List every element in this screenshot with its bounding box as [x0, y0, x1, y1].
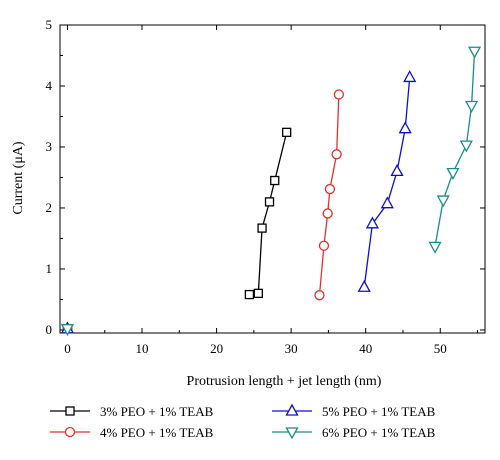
data-point: [264, 197, 275, 207]
y-tick-label: 1: [46, 261, 53, 276]
data-point: [467, 46, 482, 59]
data-point: [333, 89, 345, 100]
data-point: [318, 240, 330, 251]
plot-frame: [59, 24, 486, 334]
legend-label: 5% PEO + 1% TEAB: [322, 404, 436, 419]
y-tick-label: 4: [46, 78, 53, 93]
data-point: [459, 140, 473, 153]
y-tick-label: 2: [46, 200, 53, 215]
legend-item: 5% PEO + 1% TEAB: [272, 403, 436, 419]
data-point: [365, 216, 380, 229]
legend-label: 3% PEO + 1% TEAB: [100, 404, 214, 419]
x-tick-label: 20: [210, 341, 223, 356]
data-point: [464, 100, 479, 113]
series-line: [434, 51, 476, 247]
data-point: [428, 241, 442, 254]
x-tick-label: 0: [64, 341, 71, 356]
x-tick-label: 10: [136, 341, 149, 356]
series-line: [318, 94, 340, 296]
series-3: [60, 70, 417, 334]
y-tick-label: 3: [46, 139, 53, 154]
data-point: [436, 195, 450, 208]
data-point: [331, 149, 342, 160]
data-point: [324, 183, 336, 195]
legend-item: 4% PEO + 1% TEAB: [50, 425, 214, 440]
data-point: [357, 279, 371, 292]
legend-item: 6% PEO + 1% TEAB: [272, 425, 436, 440]
series-line: [363, 77, 411, 288]
data-point: [390, 164, 404, 177]
legend-marker: [285, 403, 299, 416]
data-point: [257, 223, 267, 233]
data-point: [244, 289, 255, 300]
series-1: [62, 127, 292, 334]
data-point: [253, 288, 263, 299]
data-point: [282, 127, 292, 137]
data-point: [270, 175, 280, 186]
series-line: [249, 132, 288, 296]
x-tick-label: 40: [359, 341, 372, 356]
y-tick-label: 5: [46, 17, 53, 32]
data-point: [60, 324, 75, 337]
data-point: [403, 70, 417, 83]
series-2: [62, 89, 345, 334]
y-tick-label: 0: [46, 322, 53, 337]
x-tick-label: 50: [434, 341, 447, 356]
x-axis-title: Protrusion length + jet length (nm): [187, 374, 382, 389]
legend-label: 4% PEO + 1% TEAB: [100, 425, 214, 440]
legend-marker: [65, 406, 75, 416]
plot-area: 0 10 20 30 40 50 0 1 2 3 4 5: [46, 17, 486, 356]
data-point: [446, 167, 460, 180]
series-4: [60, 46, 482, 337]
legend-marker: [285, 427, 299, 440]
data-point: [380, 196, 394, 209]
x-tick-label: 30: [285, 341, 298, 356]
data-point: [322, 208, 333, 219]
data-point: [398, 121, 412, 134]
legend-marker: [64, 426, 76, 438]
y-axis-title: Current (μA): [11, 141, 26, 215]
legend: 3% PEO + 1% TEAB 4% PEO + 1% TEAB 5% PEO +…: [50, 403, 436, 440]
legend-item: 3% PEO + 1% TEAB: [50, 404, 214, 419]
legend-label: 6% PEO + 1% TEAB: [322, 425, 436, 440]
data-point: [314, 290, 325, 301]
